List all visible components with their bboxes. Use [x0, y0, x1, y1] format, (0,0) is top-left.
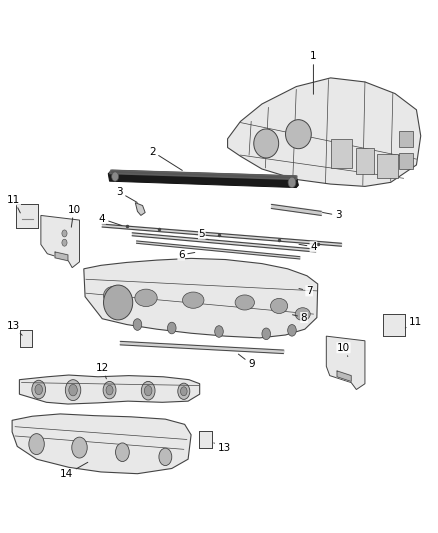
Ellipse shape: [271, 298, 288, 313]
Ellipse shape: [295, 308, 310, 320]
FancyBboxPatch shape: [199, 431, 212, 448]
Polygon shape: [137, 241, 300, 259]
Polygon shape: [12, 414, 191, 474]
Polygon shape: [110, 170, 297, 180]
Polygon shape: [55, 252, 68, 261]
Text: 5: 5: [198, 229, 208, 240]
Polygon shape: [337, 371, 351, 382]
FancyBboxPatch shape: [377, 155, 399, 177]
Polygon shape: [108, 170, 298, 188]
Circle shape: [106, 385, 113, 395]
Circle shape: [133, 319, 142, 330]
Text: 2: 2: [149, 147, 182, 171]
Circle shape: [35, 384, 42, 394]
FancyBboxPatch shape: [20, 330, 32, 346]
Circle shape: [167, 322, 176, 334]
Circle shape: [141, 382, 155, 400]
Polygon shape: [19, 375, 200, 404]
Polygon shape: [102, 224, 342, 246]
Ellipse shape: [288, 177, 296, 188]
FancyBboxPatch shape: [16, 204, 38, 228]
Text: 11: 11: [405, 317, 422, 328]
Circle shape: [69, 384, 78, 396]
Circle shape: [103, 382, 116, 399]
Text: 12: 12: [95, 363, 109, 379]
Text: 3: 3: [116, 187, 137, 203]
Text: 3: 3: [323, 211, 342, 221]
Circle shape: [32, 380, 46, 399]
Polygon shape: [135, 203, 145, 215]
Circle shape: [72, 437, 87, 458]
Text: 13: 13: [6, 321, 22, 335]
Ellipse shape: [103, 285, 133, 320]
Circle shape: [215, 326, 223, 337]
Polygon shape: [41, 215, 79, 268]
Text: 13: 13: [214, 442, 231, 453]
FancyBboxPatch shape: [331, 139, 352, 168]
Text: 10: 10: [67, 205, 81, 227]
Ellipse shape: [286, 120, 311, 149]
Circle shape: [159, 448, 172, 465]
Circle shape: [262, 328, 271, 340]
Circle shape: [180, 387, 187, 395]
Text: 14: 14: [60, 462, 88, 479]
Ellipse shape: [183, 292, 204, 308]
Circle shape: [65, 379, 81, 401]
FancyBboxPatch shape: [357, 148, 374, 174]
FancyBboxPatch shape: [399, 131, 413, 147]
Ellipse shape: [103, 286, 124, 305]
Circle shape: [62, 230, 67, 237]
FancyBboxPatch shape: [383, 314, 405, 336]
FancyBboxPatch shape: [399, 153, 413, 169]
Ellipse shape: [135, 289, 157, 306]
Polygon shape: [228, 78, 421, 187]
Polygon shape: [326, 336, 365, 390]
Polygon shape: [132, 233, 316, 252]
Text: 11: 11: [7, 195, 21, 213]
Circle shape: [288, 325, 296, 336]
Circle shape: [145, 385, 152, 396]
Text: 7: 7: [299, 286, 312, 296]
Circle shape: [116, 443, 129, 462]
Ellipse shape: [254, 129, 279, 158]
Text: 4: 4: [99, 214, 122, 225]
Text: 4: 4: [299, 242, 317, 252]
Text: 8: 8: [293, 312, 307, 322]
Ellipse shape: [112, 172, 119, 181]
Polygon shape: [272, 204, 322, 215]
Polygon shape: [84, 259, 318, 338]
Text: 10: 10: [337, 343, 350, 357]
Circle shape: [178, 383, 190, 399]
Polygon shape: [120, 341, 284, 353]
Ellipse shape: [235, 295, 254, 310]
Circle shape: [62, 239, 67, 246]
Text: 1: 1: [310, 51, 317, 94]
Text: 6: 6: [178, 250, 195, 260]
Text: 9: 9: [238, 354, 254, 369]
Circle shape: [29, 434, 44, 455]
